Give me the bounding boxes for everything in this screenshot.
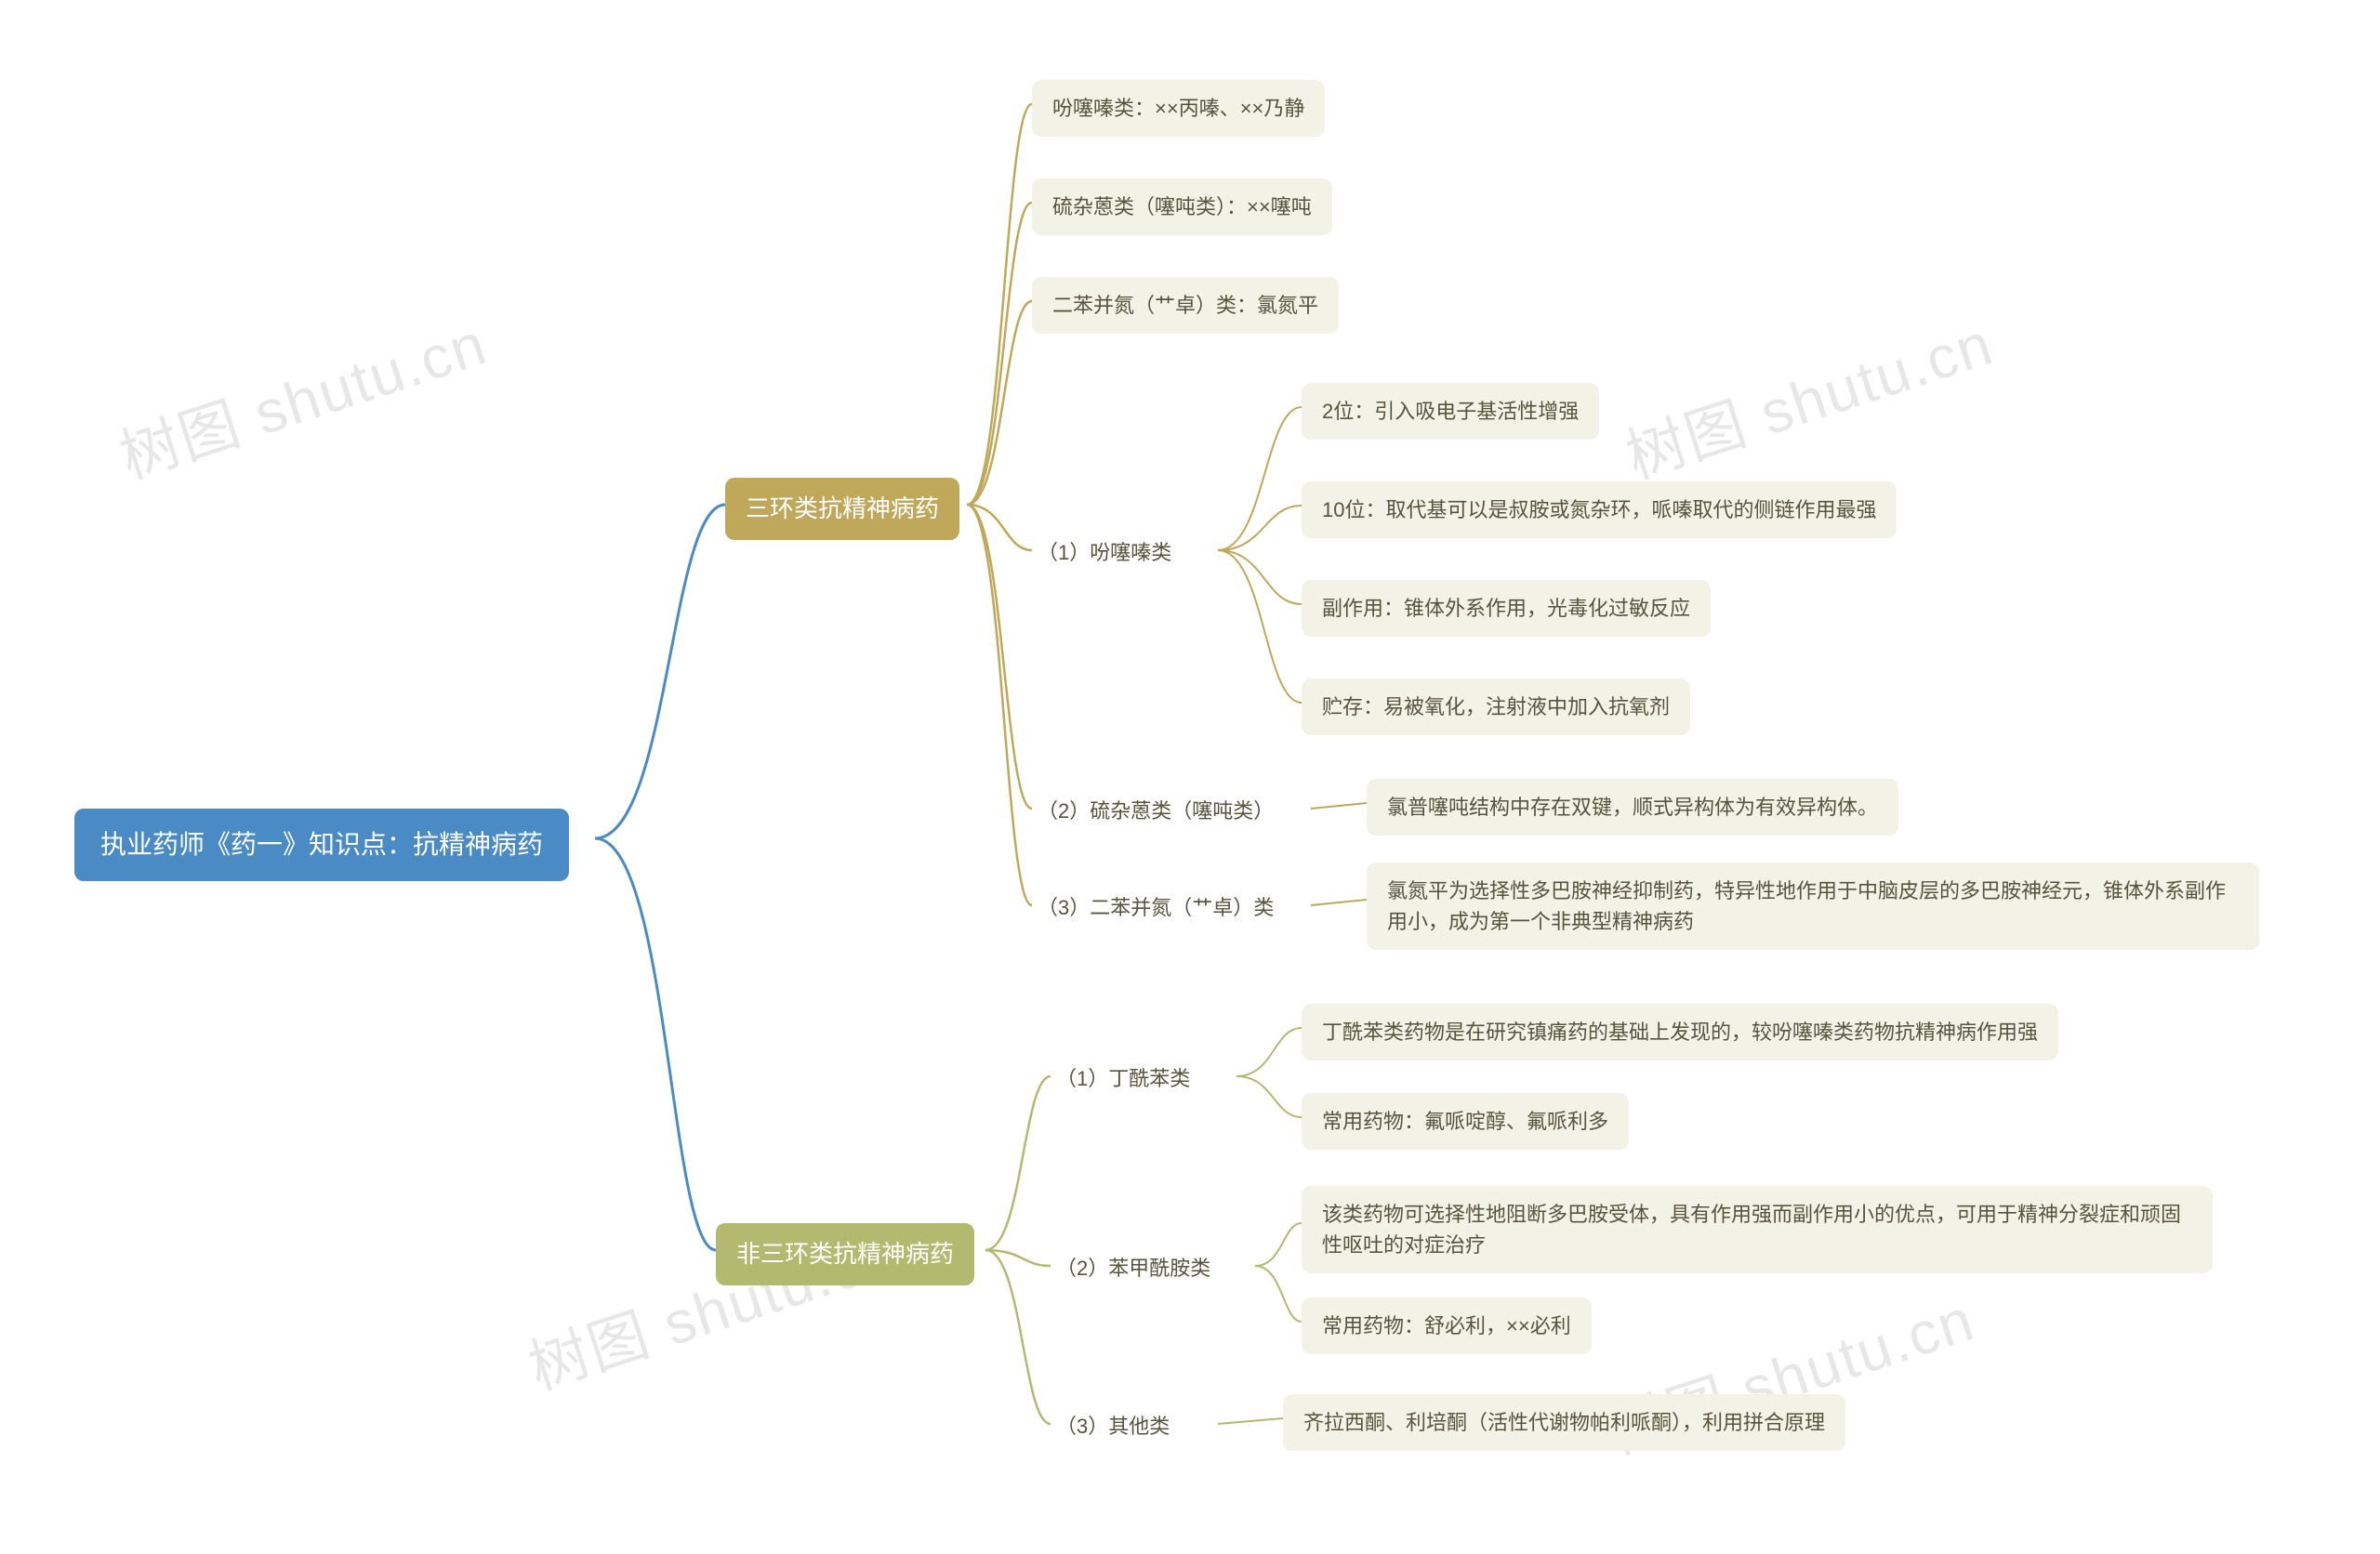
edge-b2c1-a <box>1236 1028 1302 1076</box>
sub-phenothiazine[interactable]: （1）吩噻嗪类 <box>1032 530 1177 575</box>
edge-root-b2 <box>595 838 716 1250</box>
edge-b2-c2 <box>985 1250 1051 1266</box>
leaf-phenothiazine-ex[interactable]: 吩噻嗪类：××丙嗪、××乃静 <box>1032 80 1325 137</box>
edge-b2-c1 <box>985 1076 1051 1250</box>
edge-b1-c5 <box>967 505 1032 809</box>
branch-non-tricyclic[interactable]: 非三环类抗精神病药 <box>716 1223 974 1285</box>
edge-b2c1-b <box>1236 1076 1302 1117</box>
leaf-butyro-drugs[interactable]: 常用药物：氟哌啶醇、氟哌利多 <box>1302 1093 1629 1150</box>
watermark: 树图 shutu.cn <box>1614 296 2003 495</box>
sub-thioxanthene[interactable]: （2）硫杂蒽类（噻吨类） <box>1032 788 1279 834</box>
edge-b2c2-b <box>1255 1266 1302 1322</box>
leaf-pos10[interactable]: 10位：取代基可以是叔胺或氮杂环，哌嗪取代的侧链作用最强 <box>1302 481 1897 538</box>
edge-b1c4-d <box>1218 550 1302 703</box>
edge-b1c4-a <box>1218 407 1302 550</box>
edge-b1-c2 <box>967 203 1032 505</box>
leaf-other-desc[interactable]: 齐拉西酮、利培酮（活性代谢物帕利哌酮），利用拼合原理 <box>1283 1394 1845 1451</box>
edge-b1c4-c <box>1218 550 1302 604</box>
leaf-sideeffect[interactable]: 副作用：锥体外系作用，光毒化过敏反应 <box>1302 580 1711 637</box>
leaf-chlorprothixene[interactable]: 氯普噻吨结构中存在双键，顺式异构体为有效异构体。 <box>1367 779 1898 836</box>
mindmap-canvas: { "canvas": { "width": 2560, "height": 1… <box>0 0 2380 1554</box>
leaf-dibenzazepine-ex[interactable]: 二苯并氮（艹卓）类：氯氮平 <box>1032 277 1339 334</box>
root-node[interactable]: 执业药师《药一》知识点：抗精神病药 <box>74 809 569 881</box>
watermark: 树图 shutu.cn <box>108 296 496 495</box>
sub-other[interactable]: （3）其他类 <box>1051 1403 1175 1449</box>
edge-b1-c1 <box>967 104 1032 505</box>
edge-b2c2-a <box>1255 1223 1302 1266</box>
leaf-benzamide-drugs[interactable]: 常用药物：舒必利，××必利 <box>1302 1297 1592 1354</box>
edge-b2-c3 <box>985 1250 1051 1424</box>
leaf-butyro-desc[interactable]: 丁酰苯类药物是在研究镇痛药的基础上发现的，较吩噻嗪类药物抗精神病作用强 <box>1302 1004 2058 1060</box>
leaf-benzamide-desc[interactable]: 该类药物可选择性地阻断多巴胺受体，具有作用强而副作用小的优点，可用于精神分裂症和… <box>1302 1186 2213 1273</box>
branch-tricyclic[interactable]: 三环类抗精神病药 <box>725 478 959 540</box>
edge-b1c5-a <box>1311 803 1367 809</box>
leaf-pos2[interactable]: 2位：引入吸电子基活性增强 <box>1302 383 1599 440</box>
edge-b1-c6 <box>967 505 1032 905</box>
sub-dibenzazepine[interactable]: （3）二苯并氮（艹卓）类 <box>1032 885 1279 930</box>
sub-benzamide[interactable]: （2）苯甲酰胺类 <box>1051 1245 1216 1291</box>
edge-b2c3-a <box>1218 1418 1283 1424</box>
leaf-storage[interactable]: 贮存：易被氧化，注射液中加入抗氧剂 <box>1302 678 1690 735</box>
leaf-clozapine[interactable]: 氯氮平为选择性多巴胺神经抑制药，特异性地作用于中脑皮层的多巴胺神经元，锥体外系副… <box>1367 863 2259 950</box>
sub-butyrophenone[interactable]: （1）丁酰苯类 <box>1051 1056 1196 1101</box>
leaf-thioxanthene-ex[interactable]: 硫杂蒽类（噻吨类）：××噻吨 <box>1032 178 1332 235</box>
edge-root-b1 <box>595 505 725 838</box>
edge-b1c6-a <box>1311 900 1367 905</box>
edge-b1-c3 <box>967 301 1032 505</box>
edge-b1-c4 <box>967 505 1032 550</box>
edge-b1c4-b <box>1218 506 1302 550</box>
